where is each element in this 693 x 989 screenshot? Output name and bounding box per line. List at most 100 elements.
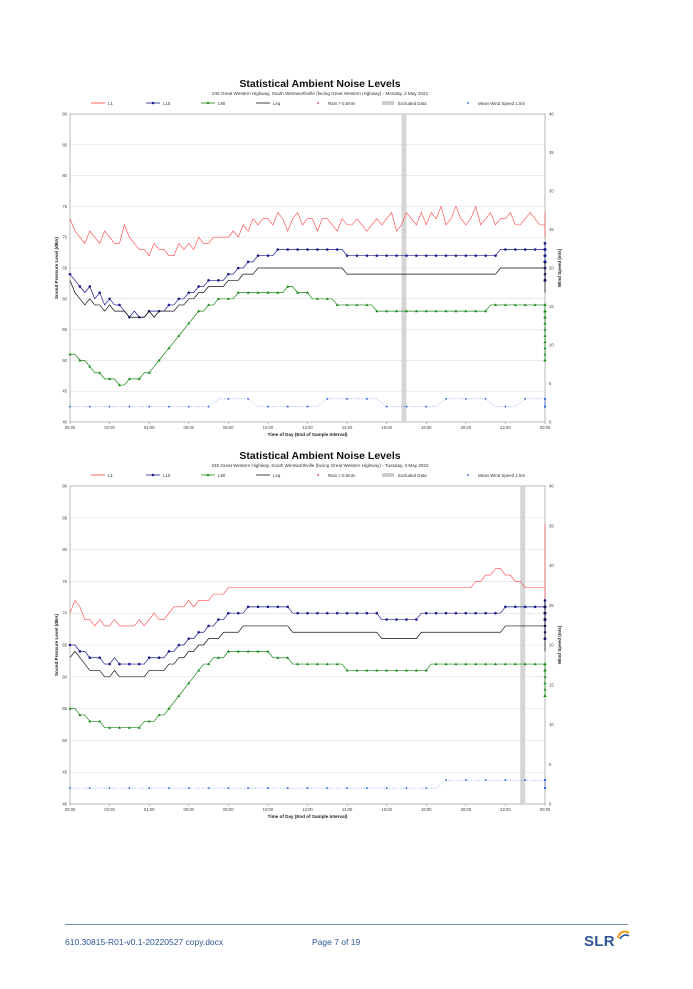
chart-legend: L1 L10 L90 Leq Rain > 0.5mm Excluded Data Mean…: [90, 100, 570, 108]
y-right-tick-label: 30: [549, 189, 554, 194]
data-point: [503, 303, 507, 307]
data-point: [286, 656, 290, 659]
data-point: [543, 352, 547, 356]
y-left-tick-label: 60: [62, 296, 67, 301]
data-point: [88, 405, 91, 408]
data-point: [385, 787, 388, 789]
data-point: [464, 254, 468, 257]
data-point: [524, 779, 527, 782]
data-point: [216, 656, 220, 659]
data-point: [345, 611, 349, 615]
data-point: [504, 405, 507, 408]
data-point: [415, 254, 418, 257]
data-point: [325, 248, 329, 251]
legend-swatch-marker: [151, 473, 155, 477]
y-right-tick-label: 10: [549, 343, 554, 348]
data-point: [227, 398, 230, 400]
x-tick-label: 00:00: [65, 807, 76, 812]
data-point: [197, 285, 200, 288]
data-point: [236, 649, 240, 653]
data-point: [177, 643, 181, 647]
data-point: [405, 405, 408, 408]
legend-swatch-marker: [467, 102, 469, 104]
data-point: [365, 303, 369, 307]
data-point: [464, 662, 468, 666]
data-point: [434, 309, 438, 313]
data-point: [345, 303, 349, 307]
y-left-tick-label: 60: [62, 674, 67, 679]
data-point: [543, 309, 547, 313]
x-tick-label: 08:00: [223, 807, 234, 812]
data-point: [494, 254, 497, 257]
data-point: [543, 694, 547, 697]
data-point: [256, 291, 260, 294]
data-point: [306, 248, 309, 251]
data-point: [533, 662, 537, 666]
data-point: [236, 266, 240, 270]
data-point: [385, 668, 389, 672]
data-point: [177, 334, 181, 337]
data-point: [316, 611, 319, 615]
data-point: [98, 291, 101, 294]
data-point: [108, 662, 111, 666]
data-point: [503, 662, 507, 666]
data-point: [207, 624, 210, 628]
data-point: [256, 254, 260, 257]
data-point: [98, 719, 102, 723]
data-point: [543, 328, 547, 331]
data-point: [375, 309, 379, 313]
data-point: [177, 694, 181, 697]
footer-page-number: Page 7 of 19: [312, 937, 361, 947]
footer-divider: [65, 924, 628, 925]
data-point: [543, 254, 547, 257]
data-point: [454, 611, 458, 615]
y-left-tick-label: 75: [62, 579, 67, 584]
data-point: [414, 309, 418, 313]
data-point: [484, 398, 487, 400]
x-tick-label: 18:00: [421, 807, 432, 812]
x-tick-label: 22:00: [500, 807, 511, 812]
legend-label: L1: [108, 100, 113, 106]
data-point: [405, 618, 408, 621]
excluded-data-band: [520, 486, 526, 804]
x-tick-label: 08:00: [223, 425, 234, 430]
chart-subtitle: 245 Great Western Highway, South Wentwor…: [211, 91, 429, 96]
series-mean-wind-speed-1-5m: [69, 398, 546, 408]
data-point: [306, 662, 309, 666]
data-point: [454, 309, 458, 313]
legend-label: L1: [108, 472, 113, 478]
series-leq: [69, 261, 546, 318]
data-point: [444, 254, 448, 257]
data-point: [296, 662, 300, 666]
data-point: [523, 662, 527, 666]
data-point: [187, 321, 191, 325]
data-point: [167, 303, 171, 307]
data-point: [226, 649, 230, 653]
series-l10: [68, 242, 547, 319]
legend-item: Rain > 0.5mm: [310, 100, 355, 106]
data-point: [167, 346, 171, 350]
data-point: [335, 303, 339, 307]
data-point: [266, 605, 270, 609]
data-point: [137, 377, 141, 380]
series-l90: [68, 284, 547, 387]
y-right-tick-label: 15: [549, 682, 554, 687]
data-point: [157, 713, 161, 717]
data-point: [464, 611, 468, 615]
data-point: [256, 605, 260, 609]
data-point: [266, 254, 270, 257]
legend-swatch-marker: [206, 473, 210, 477]
chart-plot: 4045505560657075808590051015202530354000…: [54, 112, 562, 438]
data-point: [543, 334, 547, 337]
data-point: [543, 315, 547, 319]
data-point: [315, 297, 319, 300]
data-point: [484, 662, 488, 666]
legend-item: L90: [200, 472, 225, 478]
data-point: [306, 787, 309, 789]
data-point: [197, 309, 201, 313]
x-tick-label: 14:00: [342, 807, 353, 812]
data-point: [335, 662, 339, 666]
y-left-tick-label: 40: [62, 802, 67, 807]
data-point: [98, 371, 102, 374]
data-point: [187, 787, 190, 789]
